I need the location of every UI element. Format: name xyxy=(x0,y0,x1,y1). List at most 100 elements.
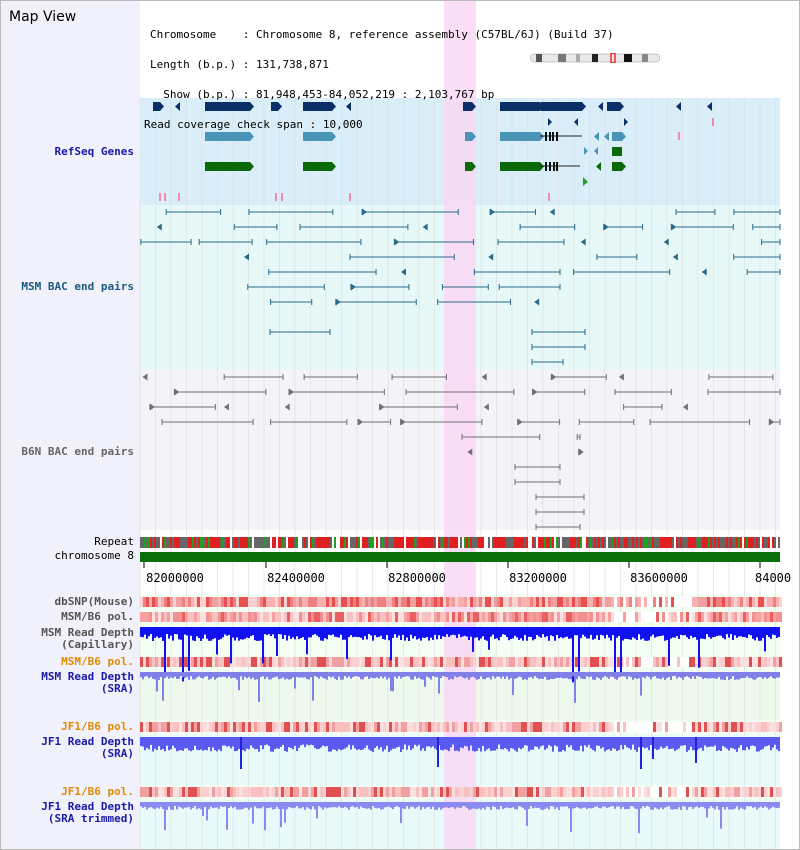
chromosome-ideogram[interactable] xyxy=(530,53,660,63)
variation-heat-cell xyxy=(164,597,167,607)
read-depth-bar xyxy=(526,627,528,641)
variation-heat-cell xyxy=(776,787,779,797)
variation-heat-cell xyxy=(578,722,581,732)
read-depth-bar xyxy=(392,672,394,692)
read-depth-bar xyxy=(232,737,234,747)
repeat-mark xyxy=(666,537,668,548)
variation-heat-cell xyxy=(179,657,182,667)
read-depth-bar xyxy=(770,737,772,751)
read-depth-bar xyxy=(772,802,774,807)
read-depth-bar xyxy=(206,627,208,639)
read-depth-bar xyxy=(756,802,758,810)
read-depth-bar xyxy=(204,802,206,808)
read-depth-bar xyxy=(234,802,236,807)
read-depth-bar xyxy=(596,627,598,636)
variation-heat-cell xyxy=(380,657,383,667)
variation-heat-cell xyxy=(293,597,296,607)
variation-heat-cell xyxy=(512,657,515,667)
variation-heat-cell xyxy=(356,787,359,797)
read-depth-bar xyxy=(148,672,150,679)
variation-heat-cell xyxy=(740,787,743,797)
read-depth-bar xyxy=(574,737,576,751)
variation-heat-cell xyxy=(329,657,332,667)
variation-heat-cell xyxy=(251,597,254,607)
variation-heat-cell xyxy=(422,657,425,667)
repeat-mark xyxy=(736,537,738,548)
read-depth-bar xyxy=(202,627,204,639)
variation-heat-cell xyxy=(263,722,266,732)
read-depth-bar xyxy=(760,737,762,750)
read-depth-bar xyxy=(740,672,742,679)
variation-heat-cell xyxy=(455,722,458,732)
repeat-mark xyxy=(260,537,262,548)
variation-heat-cell xyxy=(551,597,554,607)
variation-heat-cell xyxy=(593,612,596,622)
variation-heat-cell xyxy=(158,597,161,607)
read-depth-bar xyxy=(592,802,594,809)
gene-exon xyxy=(545,132,547,141)
variation-heat-cell xyxy=(548,597,551,607)
read-depth-bar xyxy=(600,672,602,680)
variation-heat-cell xyxy=(149,722,152,732)
read-depth-bar xyxy=(172,737,174,746)
variation-heat-cell xyxy=(485,597,488,607)
variation-heat-cell xyxy=(329,597,332,607)
read-depth-bar xyxy=(144,672,146,677)
read-depth-bar xyxy=(224,627,226,635)
variation-heat-cell xyxy=(620,597,623,607)
read-depth-bar xyxy=(396,627,398,638)
msm-bac-pair-arrow xyxy=(488,253,494,261)
read-depth-bar xyxy=(348,627,350,638)
read-depth-bar xyxy=(180,802,182,808)
read-depth-bar xyxy=(464,802,466,807)
variation-heat-cell xyxy=(236,657,239,667)
repeat-mark xyxy=(742,537,744,548)
variation-heat-cell xyxy=(725,657,728,667)
gene-block xyxy=(500,162,540,171)
read-depth-bar xyxy=(336,672,338,680)
read-depth-bar xyxy=(642,802,644,807)
read-depth-bar xyxy=(336,802,338,808)
read-depth-bar xyxy=(140,672,142,678)
read-depth-bar xyxy=(406,672,408,677)
repeat-mark xyxy=(490,537,492,548)
read-depth-bar xyxy=(530,672,532,677)
variation-heat-cell xyxy=(677,612,680,622)
read-depth-bar xyxy=(672,802,674,810)
read-depth-bar xyxy=(666,802,668,807)
gene-strand-arrow xyxy=(160,102,164,111)
read-depth-bar xyxy=(186,802,188,808)
variation-heat-cell xyxy=(521,597,524,607)
read-depth-bar xyxy=(588,802,590,809)
repeat-mark xyxy=(324,537,326,548)
variation-heat-cell xyxy=(182,787,185,797)
read-depth-bar xyxy=(342,737,344,750)
read-depth-bar xyxy=(488,672,490,678)
variation-heat-cell xyxy=(587,612,590,622)
variation-heat-cell xyxy=(221,787,224,797)
read-depth-bar xyxy=(452,627,454,635)
read-depth-bar xyxy=(708,627,710,637)
read-depth-bar xyxy=(480,672,482,677)
variation-heat-cell xyxy=(551,612,554,622)
variation-heat-cell xyxy=(266,612,269,622)
variation-heat-cell xyxy=(611,597,614,607)
variation-heat-cell xyxy=(377,612,380,622)
variation-heat-cell xyxy=(746,657,749,667)
read-depth-bar xyxy=(492,627,494,635)
read-depth-bar xyxy=(222,802,224,807)
variation-heat-cell xyxy=(326,722,329,732)
read-depth-bar xyxy=(486,737,488,750)
variation-heat-cell xyxy=(188,787,191,797)
variation-heat-cell xyxy=(359,612,362,622)
read-depth-bar xyxy=(370,802,372,810)
read-depth-bar xyxy=(342,672,344,680)
ideogram-view-marker[interactable] xyxy=(610,53,616,63)
variation-heat-cell xyxy=(440,787,443,797)
variation-heat-cell xyxy=(671,787,674,797)
variation-heat-cell xyxy=(308,597,311,607)
repeat-mark xyxy=(388,537,390,548)
read-depth-bar xyxy=(578,802,580,809)
repeat-mark xyxy=(280,537,282,548)
